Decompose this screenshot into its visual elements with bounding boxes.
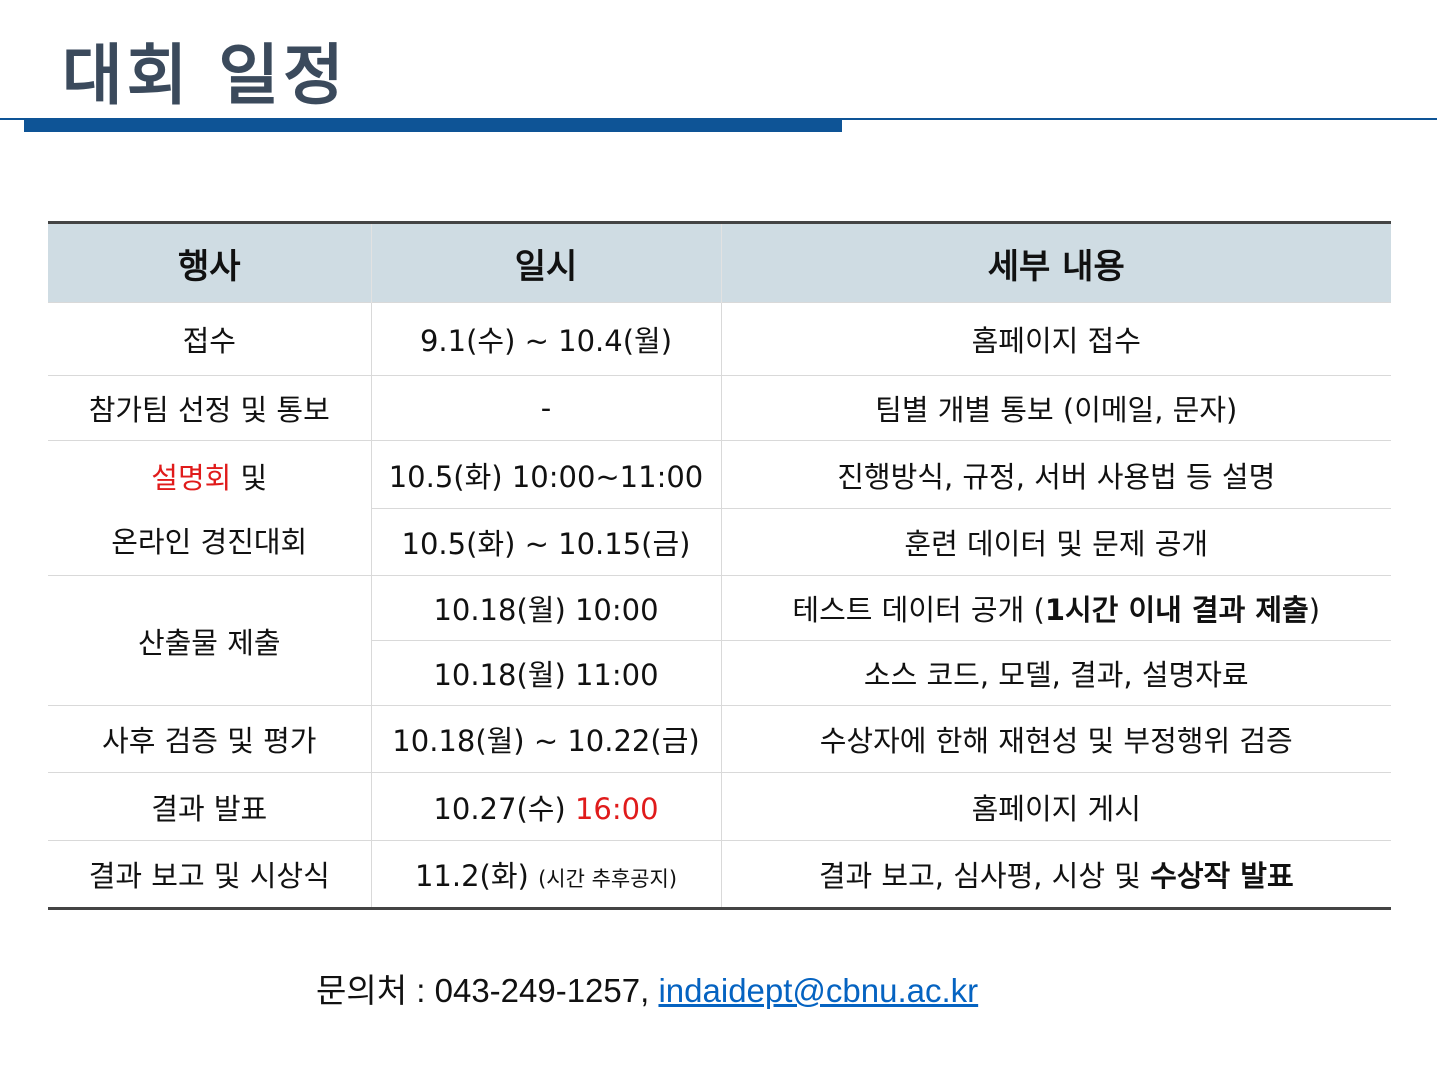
date-cell: 10.5(화) ~ 10.15(금): [371, 508, 722, 576]
event-cell-line1: 설명회 및: [151, 455, 267, 497]
date-cell: 10.18(월) ~ 10.22(금): [370, 705, 722, 773]
contact-info: 문의처 : 043-249-1257, indaidept@cbnu.ac.kr: [316, 964, 978, 1012]
event-cell: 결과 보고 및 시상식: [48, 840, 372, 909]
date-cell: 10.27(수) 16:00: [370, 772, 722, 841]
event-cell: 사후 검증 및 평가: [48, 705, 372, 773]
table-row: 10.18(월) 11:00 소스 코드, 모델, 결과, 설명자료: [48, 640, 1391, 706]
date-cell: 11.2(화) (시간 추후공지): [370, 840, 722, 909]
detail-cell: 소스 코드, 모델, 결과, 설명자료: [720, 640, 1391, 706]
table-row: 참가팀 선정 및 통보 - 팀별 개별 통보 (이메일, 문자): [48, 375, 1391, 441]
table-header-row: 행사 일시 세부 내용: [48, 222, 1391, 303]
date-cell: 10.5(화) 10:00~11:00: [370, 440, 722, 509]
date-highlight: 16:00: [574, 791, 659, 826]
table-row: 산출물 제출 10.18(월) 10:00 테스트 데이터 공개 (1시간 이내…: [48, 575, 1391, 706]
detail-suffix: ): [1308, 593, 1321, 627]
contact-separator: :: [407, 972, 435, 1009]
header-date: 일시: [370, 222, 722, 303]
detail-cell: 진행방식, 규정, 서버 사용법 등 설명: [720, 440, 1391, 509]
schedule-table: 행사 일시 세부 내용 접수 9.1(수) ~ 10.4(월) 홈페이지 접수 …: [48, 221, 1391, 910]
table-row: 결과 보고 및 시상식 11.2(화) (시간 추후공지) 결과 보고, 심사평…: [48, 840, 1391, 909]
date-cell: -: [370, 375, 722, 441]
table-row: 설명회 및 온라인 경진대회 10.5(화) 10:00~11:00 진행방식,…: [48, 440, 1391, 576]
event-highlight: 설명회: [151, 461, 232, 495]
detail-prefix: 결과 보고, 심사평, 시상 및: [818, 859, 1151, 893]
event-cell: 결과 발표: [48, 772, 372, 841]
detail-cell: 홈페이지 게시: [720, 772, 1391, 841]
detail-cell: 결과 보고, 심사평, 시상 및 수상작 발표: [720, 840, 1391, 909]
event-cell-line2: 온라인 경진대회: [111, 525, 308, 559]
date-cell: 10.18(월) 11:00: [371, 640, 722, 706]
table-row: 사후 검증 및 평가 10.18(월) ~ 10.22(금) 수상자에 한해 재…: [48, 705, 1391, 773]
detail-cell: 홈페이지 접수: [720, 302, 1391, 376]
event-cell: 접수: [48, 302, 372, 376]
header-event: 행사: [48, 222, 372, 303]
contact-label: 문의처: [316, 971, 408, 1010]
table-row: 결과 발표 10.27(수) 16:00 홈페이지 게시: [48, 772, 1391, 841]
detail-cell: 수상자에 한해 재현성 및 부정행위 검증: [720, 705, 1391, 773]
title-underline-thin: [0, 118, 1437, 120]
page-title: 대회 일정: [62, 37, 348, 114]
event-cell: 설명회 및 온라인 경진대회: [48, 440, 372, 576]
date-note: (시간 추후공지): [538, 867, 678, 891]
table-row: 접수 9.1(수) ~ 10.4(월) 홈페이지 접수: [48, 302, 1391, 376]
date-cell: 10.18(월) 10:00: [370, 575, 722, 641]
title-underline-accent: [24, 120, 842, 132]
header-detail: 세부 내용: [720, 222, 1391, 303]
contact-email-link[interactable]: indaidept@cbnu.ac.kr: [658, 972, 979, 1009]
detail-cell: 훈련 데이터 및 문제 공개: [720, 508, 1391, 576]
table-row: 10.5(화) ~ 10.15(금) 훈련 데이터 및 문제 공개: [48, 508, 1391, 576]
date-prefix: 10.27(수): [433, 791, 575, 826]
event-cell: 참가팀 선정 및 통보: [48, 375, 372, 441]
detail-prefix: 테스트 데이터 공개 (: [792, 593, 1045, 627]
event-rest: 및: [231, 461, 268, 495]
event-cell: 산출물 제출: [48, 575, 372, 706]
detail-bold: 수상작 발표: [1150, 859, 1294, 893]
contact-phone: 043-249-1257,: [434, 972, 659, 1009]
detail-cell: 팀별 개별 통보 (이메일, 문자): [720, 375, 1391, 441]
detail-cell: 테스트 데이터 공개 (1시간 이내 결과 제출): [720, 575, 1391, 641]
date-main: 11.2(화): [414, 859, 539, 893]
date-cell: 9.1(수) ~ 10.4(월): [370, 302, 722, 376]
detail-bold: 1시간 이내 결과 제출: [1044, 593, 1309, 627]
